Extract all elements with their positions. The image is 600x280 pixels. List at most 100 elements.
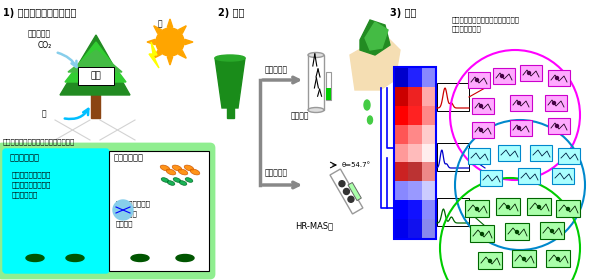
Bar xyxy=(518,168,540,184)
Circle shape xyxy=(553,102,556,104)
Circle shape xyxy=(488,260,491,263)
Bar xyxy=(496,198,520,215)
Bar xyxy=(422,125,435,144)
Ellipse shape xyxy=(167,181,175,185)
Circle shape xyxy=(566,207,569,211)
Bar xyxy=(395,144,409,162)
Circle shape xyxy=(481,232,484,235)
Ellipse shape xyxy=(161,178,169,182)
Text: θ=54.7°: θ=54.7° xyxy=(342,162,371,168)
Ellipse shape xyxy=(166,169,176,175)
Ellipse shape xyxy=(66,255,84,262)
Ellipse shape xyxy=(178,169,188,175)
Bar xyxy=(472,122,494,138)
Text: CO₂: CO₂ xyxy=(38,41,52,50)
Circle shape xyxy=(538,206,541,209)
Polygon shape xyxy=(215,58,245,108)
Circle shape xyxy=(348,196,354,202)
Circle shape xyxy=(339,181,345,187)
Circle shape xyxy=(517,102,521,104)
Polygon shape xyxy=(350,35,400,90)
Polygon shape xyxy=(179,50,186,58)
Text: 2) 抄出: 2) 抄出 xyxy=(218,8,244,18)
FancyBboxPatch shape xyxy=(0,144,214,278)
Bar xyxy=(409,125,422,144)
Text: 核酸、タンパク質
セルロース
デンプン: 核酸、タンパク質 セルロース デンプン xyxy=(116,200,151,227)
FancyBboxPatch shape xyxy=(109,151,209,271)
Bar xyxy=(493,68,515,84)
Bar xyxy=(546,250,570,267)
Ellipse shape xyxy=(131,255,149,262)
Bar xyxy=(395,219,409,238)
Text: 高分子化合物: 高分子化合物 xyxy=(114,153,144,162)
Ellipse shape xyxy=(179,181,187,185)
Bar xyxy=(480,170,502,186)
Bar xyxy=(227,106,234,118)
Bar xyxy=(409,162,422,181)
Polygon shape xyxy=(360,20,390,55)
Bar xyxy=(422,181,435,200)
Polygon shape xyxy=(185,39,193,45)
Circle shape xyxy=(523,258,526,260)
Ellipse shape xyxy=(190,169,200,175)
Bar xyxy=(437,143,469,171)
Ellipse shape xyxy=(172,165,182,171)
Polygon shape xyxy=(60,35,130,95)
Bar xyxy=(540,222,564,239)
Bar xyxy=(470,225,494,242)
Polygon shape xyxy=(68,50,122,72)
Bar xyxy=(548,70,570,86)
Bar xyxy=(472,98,494,114)
Bar xyxy=(326,72,331,100)
Bar xyxy=(437,198,469,226)
Polygon shape xyxy=(65,42,126,82)
Bar xyxy=(478,252,502,269)
Text: 可溶性物質: 可溶性物質 xyxy=(265,65,288,74)
Circle shape xyxy=(476,78,479,81)
Bar xyxy=(395,162,409,181)
Bar xyxy=(348,183,361,200)
Polygon shape xyxy=(330,169,363,214)
FancyBboxPatch shape xyxy=(3,149,109,273)
Text: 糖類、有機酸、脂質
アミノ酸、ビタミン
生理活性物質: 糖類、有機酸、脂質 アミノ酸、ビタミン 生理活性物質 xyxy=(12,171,52,198)
Circle shape xyxy=(551,230,554,232)
Circle shape xyxy=(479,129,482,132)
Bar xyxy=(422,144,435,162)
Bar xyxy=(409,219,422,238)
Text: 植物は、多様な炎素資源の宝庫である: 植物は、多様な炎素資源の宝庫である xyxy=(3,138,75,144)
Circle shape xyxy=(527,71,530,74)
Polygon shape xyxy=(154,50,161,58)
Text: 多変量解析によるプロファイリング
必要情報の抄出: 多変量解析によるプロファイリング 必要情報の抄出 xyxy=(452,16,520,32)
Bar xyxy=(326,88,331,100)
Ellipse shape xyxy=(308,53,324,57)
Bar xyxy=(530,145,552,161)
Text: 植物: 植物 xyxy=(91,71,101,81)
Bar xyxy=(409,106,422,125)
Bar xyxy=(395,87,409,106)
Text: 低分子化合物: 低分子化合物 xyxy=(10,153,40,162)
FancyBboxPatch shape xyxy=(78,67,114,85)
Bar xyxy=(395,125,409,144)
Bar xyxy=(394,67,436,239)
Ellipse shape xyxy=(368,116,373,124)
Ellipse shape xyxy=(215,55,245,61)
Polygon shape xyxy=(167,57,173,65)
Bar xyxy=(409,87,422,106)
Ellipse shape xyxy=(173,178,181,182)
Circle shape xyxy=(343,188,349,195)
Bar xyxy=(558,148,580,164)
Polygon shape xyxy=(179,26,186,34)
Text: 水: 水 xyxy=(42,109,47,118)
Bar xyxy=(422,200,435,219)
Bar xyxy=(498,145,520,161)
Ellipse shape xyxy=(176,255,194,262)
Bar xyxy=(468,148,490,164)
Polygon shape xyxy=(154,26,161,34)
Bar xyxy=(552,168,574,184)
Circle shape xyxy=(156,28,184,56)
Text: 二酸化炎素: 二酸化炎素 xyxy=(28,29,51,38)
Text: 3) 解析: 3) 解析 xyxy=(390,8,416,18)
Circle shape xyxy=(556,76,559,80)
Ellipse shape xyxy=(184,165,194,171)
Bar xyxy=(548,118,570,134)
